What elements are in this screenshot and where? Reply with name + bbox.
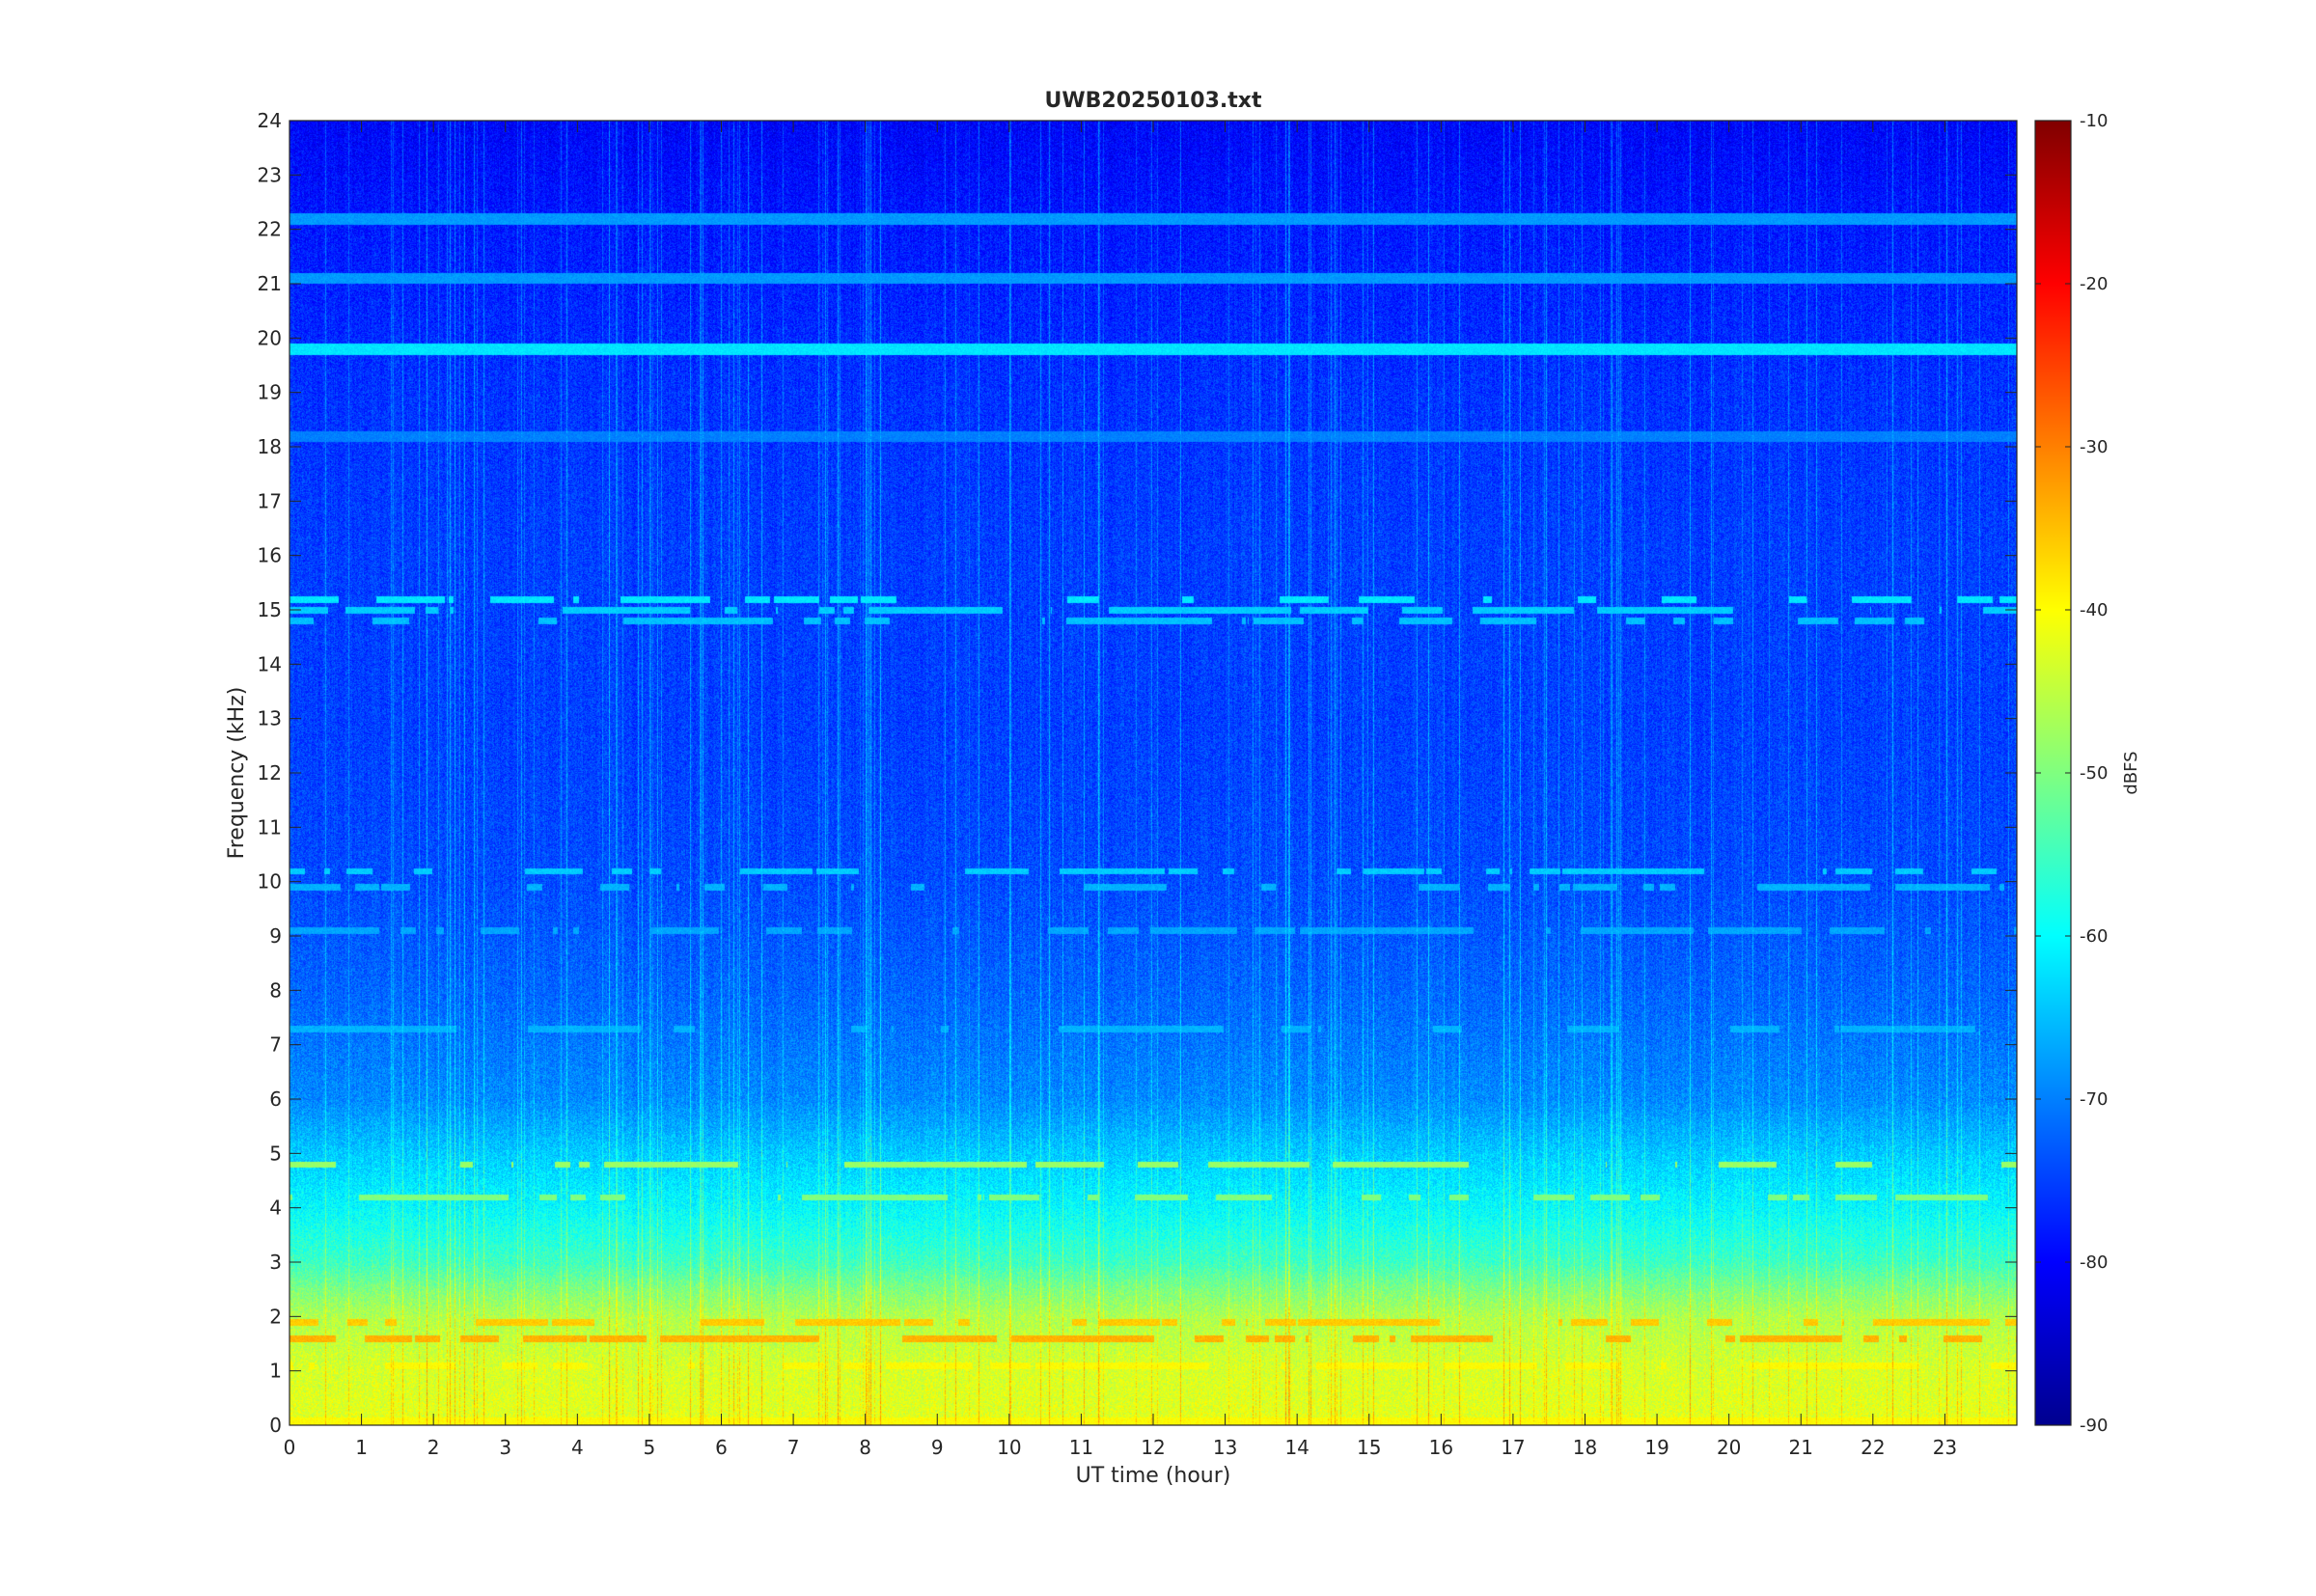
x-tick-label: 17 [1501,1436,1525,1459]
colorbar-tick-label: -10 [2080,111,2108,131]
y-tick-label: 21 [258,272,282,295]
x-tick-label: 5 [644,1436,656,1459]
heatmap-image [290,121,2017,1425]
y-tick-label: 11 [258,815,282,839]
colorbar-tick-label: -50 [2080,763,2108,784]
x-tick-label: 22 [1861,1436,1885,1459]
y-tick-label: 17 [258,489,282,512]
y-tick-label: 10 [258,870,282,894]
x-tick-label: 20 [1717,1436,1741,1459]
x-tick-label: 11 [1069,1436,1093,1459]
colorbar-ticks: -10 -20 -30 -40 -50 -60 -70 -80 -90 [2035,111,2108,1436]
x-tick-label: 12 [1141,1436,1165,1459]
y-tick-label: 0 [269,1414,282,1437]
x-tick-label: 13 [1213,1436,1237,1459]
y-tick-label: 9 [269,924,282,948]
y-axis-label: Frequency (kHz) [225,687,249,860]
colorbar-tick-label: -40 [2080,600,2108,620]
x-tick-label: 15 [1357,1436,1381,1459]
x-tick-label: 7 [787,1436,800,1459]
y-tick-label: 1 [269,1360,282,1383]
x-axis: 0 1 2 3 4 5 6 7 8 9 10 11 12 13 14 15 16 17 18 19 20 21 22 23 [284,121,1957,1459]
y-tick-label: 4 [269,1197,282,1220]
y-tick-label: 16 [258,544,282,567]
y-tick-label: 6 [269,1087,282,1111]
x-tick-label: 18 [1573,1436,1597,1459]
x-tick-label: 23 [1933,1436,1957,1459]
y-tick-label: 18 [258,435,282,458]
x-tick-label: 6 [715,1436,728,1459]
x-tick-label: 0 [284,1436,296,1459]
x-tick-label: 16 [1429,1436,1453,1459]
colorbar [2034,120,2072,1426]
x-tick-label: 1 [355,1436,368,1459]
y-tick-label: 15 [258,598,282,621]
y-tick-label: 14 [258,652,282,675]
y-tick-label: 3 [269,1251,282,1274]
y-tick-label: 24 [258,109,282,132]
colorbar-tick-label: -90 [2080,1416,2108,1436]
x-tick-label: 14 [1284,1436,1309,1459]
x-tick-label: 3 [499,1436,511,1459]
x-tick-label: 21 [1789,1436,1813,1459]
y-tick-label: 22 [258,218,282,241]
chart-title: UWB20250103.txt [1045,89,1262,113]
x-tick-label: 4 [571,1436,584,1459]
colorbar-tick-label: -20 [2080,274,2108,294]
y-tick-label: 13 [258,707,282,730]
colorbar-label: dBFS [2121,751,2141,794]
colorbar-tick-label: -80 [2080,1252,2108,1273]
x-axis-label: UT time (hour) [1076,1464,1231,1488]
x-tick-label: 2 [427,1436,440,1459]
y-tick-label: 8 [269,978,282,1002]
y-tick-label: 19 [258,381,282,404]
x-tick-label: 10 [997,1436,1021,1459]
y-tick-label: 7 [269,1033,282,1057]
y-tick-label: 23 [258,163,282,186]
colorbar-tick-label: -60 [2080,926,2108,947]
colorbar-tick-label: -30 [2080,437,2108,457]
colorbar-tick-label: -70 [2080,1089,2108,1110]
y-tick-label: 2 [269,1305,282,1328]
x-tick-label: 19 [1644,1436,1668,1459]
y-tick-label: 5 [269,1142,282,1165]
x-tick-label: 8 [859,1436,871,1459]
x-tick-label: 9 [931,1436,944,1459]
y-tick-label: 12 [258,761,282,784]
y-tick-label: 20 [258,326,282,349]
